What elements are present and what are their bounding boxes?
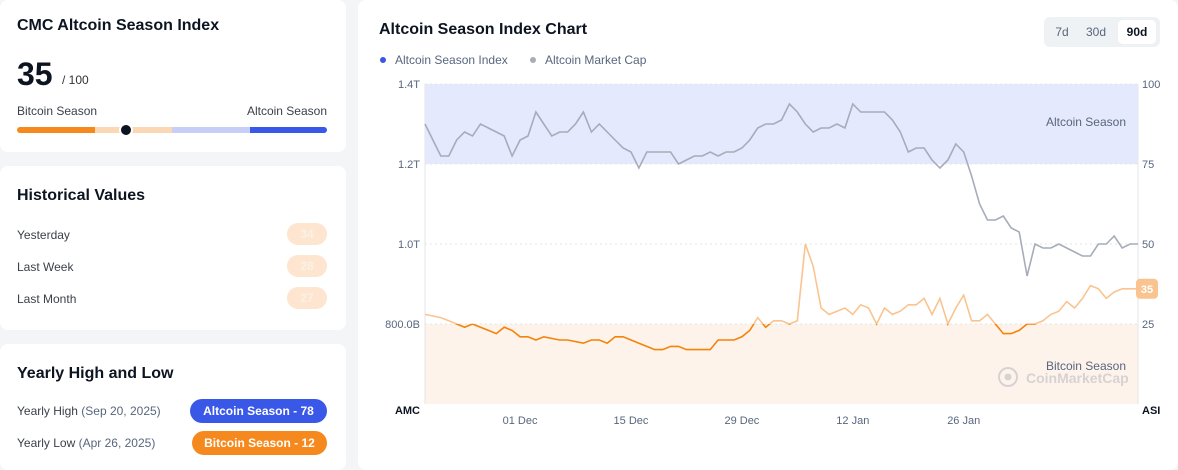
x-tick-label: 01 Dec (503, 415, 538, 427)
gauge-indicator (118, 123, 133, 137)
x-tick-label: 12 Jan (836, 415, 869, 427)
season-gauge (17, 123, 327, 137)
left-tick-label: 1.0T (398, 239, 420, 251)
altcoin-season-zone-label: Altcoin Season (1046, 115, 1126, 129)
bitcoin-season-label: Bitcoin Season (17, 104, 98, 118)
right-axis-ticks: 100 75 50 25 (1142, 79, 1160, 331)
chart-card: Altcoin Season Index Chart 7d 30d 90d Al… (358, 0, 1178, 470)
coinmarketcap-logo-icon (998, 367, 1018, 387)
legend-dot-market-cap (530, 57, 536, 63)
x-tick-label: 29 Dec (724, 415, 759, 427)
row-label-yesterday: Yesterday (17, 228, 70, 242)
left-axis-ticks: 1.4T 1.2T 1.0T 800.0B (385, 79, 420, 331)
right-axis-label: ASI (1142, 405, 1160, 417)
yearly-low-label: Yearly Low (17, 436, 76, 450)
coinmarketcap-watermark: CoinMarketCap (998, 367, 1129, 387)
tab-30d[interactable]: 30d (1085, 25, 1107, 39)
series-line-altcoin-market-cap (424, 102, 1138, 277)
yearly-high-low-card: Yearly High and Low Yearly High (Sep 20,… (0, 344, 346, 470)
yearly-high-row: Yearly High (Sep 20, 2025) (17, 404, 161, 418)
bitcoin-season-zone (425, 324, 1138, 404)
yearly-high-label: Yearly High (17, 404, 78, 418)
historical-values-card: Historical Values Yesterday 34 Last Week… (0, 166, 346, 330)
right-tick-label: 100 (1142, 79, 1160, 91)
right-tick-label: 75 (1142, 159, 1154, 171)
chart-title: Altcoin Season Index Chart (379, 21, 588, 38)
value-badge-last-month: 27 (287, 287, 327, 309)
coinmarketcap-logo-core (1004, 373, 1012, 381)
index-max: / 100 (62, 73, 89, 87)
legend-altcoin-season-index[interactable]: Altcoin Season Index (395, 53, 508, 67)
right-tick-label: 50 (1142, 239, 1154, 251)
legend-dot-index (380, 57, 386, 63)
yearly-low-date: (Apr 26, 2025) (78, 436, 156, 450)
left-tick-label: 1.4T (398, 79, 420, 91)
watermark-text: CoinMarketCap (1026, 370, 1129, 386)
gauge-seg-alt-strong (250, 127, 327, 133)
legend-altcoin-market-cap[interactable]: Altcoin Market Cap (545, 53, 647, 67)
altcoin-season-badge: Altcoin Season - 78 (190, 399, 327, 423)
altcoin-season-index-card: CMC Altcoin Season Index 35 / 100 Bitcoi… (0, 0, 346, 152)
x-axis-ticks: 01 Dec 15 Dec 29 Dec 12 Jan 26 Jan (503, 415, 981, 427)
x-tick-label: 15 Dec (614, 415, 649, 427)
altcoin-season-label: Altcoin Season (246, 104, 327, 118)
value-badge-last-week: 28 (287, 255, 327, 277)
row-label-last-week: Last Week (17, 260, 74, 274)
bitcoin-season-badge: Bitcoin Season - 12 (192, 431, 327, 455)
tab-90d[interactable]: 90d (1118, 20, 1156, 44)
yearly-title: Yearly High and Low (17, 365, 174, 382)
card-title: CMC Altcoin Season Index (17, 17, 220, 34)
row-label-last-month: Last Month (17, 292, 77, 306)
left-tick-label: 800.0B (385, 319, 420, 331)
value-badge-yesterday: 34 (287, 223, 327, 245)
last-value-marker: 35 (1136, 278, 1158, 299)
x-tick-label: 26 Jan (947, 415, 980, 427)
last-value-badge-bg (1136, 278, 1158, 299)
yearly-low-row: Yearly Low (Apr 26, 2025) (17, 436, 155, 450)
time-range-tabs: 7d 30d 90d (1044, 17, 1160, 47)
index-value: 35 (17, 56, 53, 92)
bitcoin-season-zone-label: Bitcoin Season (1046, 359, 1126, 373)
left-axis-label: AMC (395, 405, 420, 417)
gauge-seg-btc-strong (17, 127, 95, 133)
gauge-seg-alt-light (172, 127, 250, 133)
series-line-altcoin-season-index (424, 243, 1138, 351)
gauge-seg-btc-light (95, 127, 172, 133)
left-tick-label: 1.2T (398, 159, 420, 171)
chart-canvas: Altcoin Season Bitcoin Season CoinMarket… (385, 79, 1160, 427)
last-value-label: 35 (1141, 284, 1153, 296)
right-tick-label: 25 (1142, 319, 1154, 331)
tab-7d[interactable]: 7d (1055, 25, 1069, 39)
historical-title: Historical Values (17, 187, 146, 204)
yearly-high-date: (Sep 20, 2025) (81, 404, 161, 418)
